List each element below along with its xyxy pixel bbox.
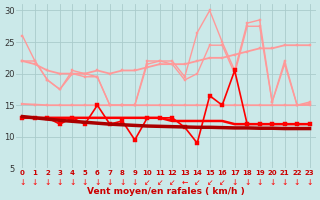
Text: ↓: ↓ (269, 178, 275, 187)
Text: ↓: ↓ (57, 178, 63, 187)
Text: ←: ← (181, 178, 188, 187)
Text: ↓: ↓ (307, 178, 313, 187)
Text: ↓: ↓ (256, 178, 263, 187)
Text: ↙: ↙ (194, 178, 200, 187)
Text: ↙: ↙ (206, 178, 213, 187)
Text: ↓: ↓ (281, 178, 288, 187)
Text: ↓: ↓ (69, 178, 76, 187)
Text: ↓: ↓ (294, 178, 300, 187)
Text: ↙: ↙ (169, 178, 175, 187)
Text: ↓: ↓ (94, 178, 100, 187)
Text: ↓: ↓ (132, 178, 138, 187)
Text: ↓: ↓ (231, 178, 238, 187)
Text: ↙: ↙ (156, 178, 163, 187)
Text: ↓: ↓ (119, 178, 125, 187)
Text: ↓: ↓ (44, 178, 51, 187)
Text: ↓: ↓ (107, 178, 113, 187)
Text: ↙: ↙ (219, 178, 225, 187)
X-axis label: Vent moyen/en rafales ( km/h ): Vent moyen/en rafales ( km/h ) (87, 187, 245, 196)
Text: ↙: ↙ (144, 178, 150, 187)
Text: ↓: ↓ (82, 178, 88, 187)
Text: ↓: ↓ (244, 178, 250, 187)
Text: ↓: ↓ (32, 178, 38, 187)
Text: ↓: ↓ (19, 178, 26, 187)
